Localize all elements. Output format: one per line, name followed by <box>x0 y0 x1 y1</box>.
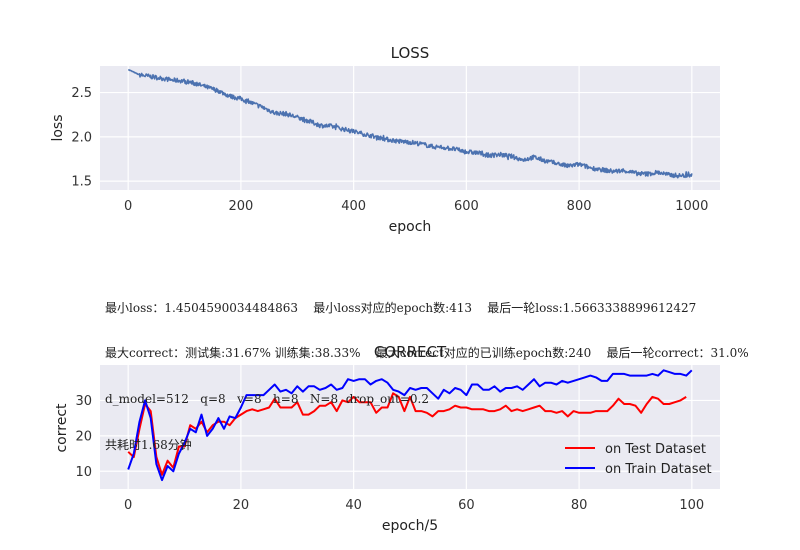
summary-line-loss: 最小loss：1.4504590034484863 最小loss对应的epoch… <box>105 300 697 315</box>
loss-y-axis-label: loss <box>50 114 66 141</box>
loss-y-tick-label: 1.5 <box>71 175 92 190</box>
loss-chart-title: LOSS <box>391 44 430 62</box>
loss-y-ticks: 1.5 2.0 2.5 <box>71 86 92 190</box>
correct-x-tick-label: 60 <box>458 498 475 513</box>
correct-x-tick-label: 40 <box>345 498 362 513</box>
correct-y-tick-label: 10 <box>75 465 92 480</box>
loss-x-axis-label: epoch <box>389 219 432 235</box>
correct-x-tick-label: 80 <box>571 498 588 513</box>
loss-x-tick-label: 1000 <box>675 199 708 214</box>
training-summary: 最小loss：1.4504590034484863 最小loss对应的epoch… <box>105 270 800 469</box>
summary-line-params: d_model=512 q=8 v=8 h=8 N=8 drop_out=0.2 <box>105 392 429 407</box>
correct-x-tick-label: 100 <box>679 498 704 513</box>
correct-legend: on Test Dataset on Train Dataset <box>565 442 712 477</box>
loss-x-tick-label: 0 <box>124 199 132 214</box>
loss-y-tick-label: 2.0 <box>71 130 92 145</box>
correct-chart: 0 20 40 60 80 100 10 20 30 CORRECT epoch/5 corr… <box>54 343 720 534</box>
loss-x-tick-label: 600 <box>454 199 479 214</box>
loss-y-tick-label: 2.5 <box>71 86 92 101</box>
on-train-dataset-line <box>127 369 693 482</box>
legend-label-train: on Train Dataset <box>605 462 712 477</box>
correct-chart-title: CORRECT <box>374 343 447 361</box>
loss-line <box>127 69 693 179</box>
summary-line-time: 共耗时1.68分钟 <box>105 438 192 453</box>
legend-label-test: on Test Dataset <box>605 442 706 457</box>
correct-y-tick-label: 30 <box>75 394 92 409</box>
correct-x-tick-label: 0 <box>124 498 132 513</box>
loss-x-tick-label: 200 <box>228 199 253 214</box>
correct-y-tick-label: 20 <box>75 429 92 444</box>
correct-x-tick-label: 20 <box>233 498 250 513</box>
correct-x-ticks: 0 20 40 60 80 100 <box>124 498 704 513</box>
correct-y-ticks: 10 20 30 <box>75 394 92 480</box>
loss-x-tick-label: 800 <box>567 199 592 214</box>
summary-line-correct: 最大correct：测试集:31.67% 训练集:38.33% 最大correc… <box>105 346 749 361</box>
loss-chart: 0 200 400 600 800 1000 1.5 2.0 2.5 LOSS epoch l… <box>50 44 720 235</box>
correct-series <box>127 369 693 482</box>
loss-series <box>127 69 693 179</box>
loss-x-ticks: 0 200 400 600 800 1000 <box>124 199 708 214</box>
correct-x-axis-label: epoch/5 <box>382 518 438 534</box>
loss-grid <box>100 66 720 190</box>
correct-y-axis-label: correct <box>54 403 70 453</box>
loss-x-tick-label: 400 <box>341 199 366 214</box>
